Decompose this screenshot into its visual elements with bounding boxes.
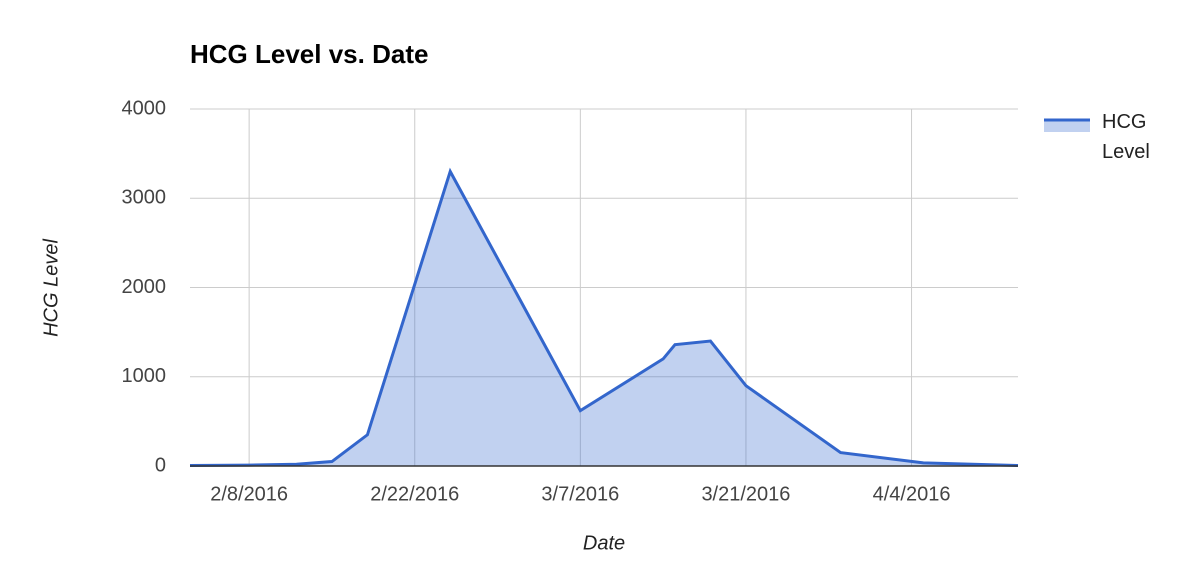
area bbox=[190, 171, 1018, 466]
line bbox=[189, 167, 1019, 468]
y-tick-label: 4000 bbox=[122, 97, 167, 119]
x-tick-label: 3/7/2016 bbox=[541, 483, 619, 505]
y-tick-label: 2000 bbox=[122, 276, 167, 298]
x-tick-label: 3/21/2016 bbox=[701, 483, 790, 505]
y-tick-label: 1000 bbox=[122, 365, 167, 387]
y-axis-title: HCG Level bbox=[40, 239, 62, 337]
y-tick-label: 0 bbox=[155, 454, 166, 476]
legend-label: HCG Level bbox=[1102, 111, 1150, 163]
legend-swatch bbox=[1044, 120, 1090, 132]
y-tick-label: 3000 bbox=[122, 187, 167, 209]
x-tick-label: 2/8/2016 bbox=[210, 483, 288, 505]
x-tick-label: 2/22/2016 bbox=[370, 483, 459, 505]
chart-title: HCG Level vs. Date bbox=[190, 39, 428, 69]
x-axis-title: Date bbox=[583, 532, 625, 554]
x-tick-label: 4/4/2016 bbox=[873, 483, 951, 505]
